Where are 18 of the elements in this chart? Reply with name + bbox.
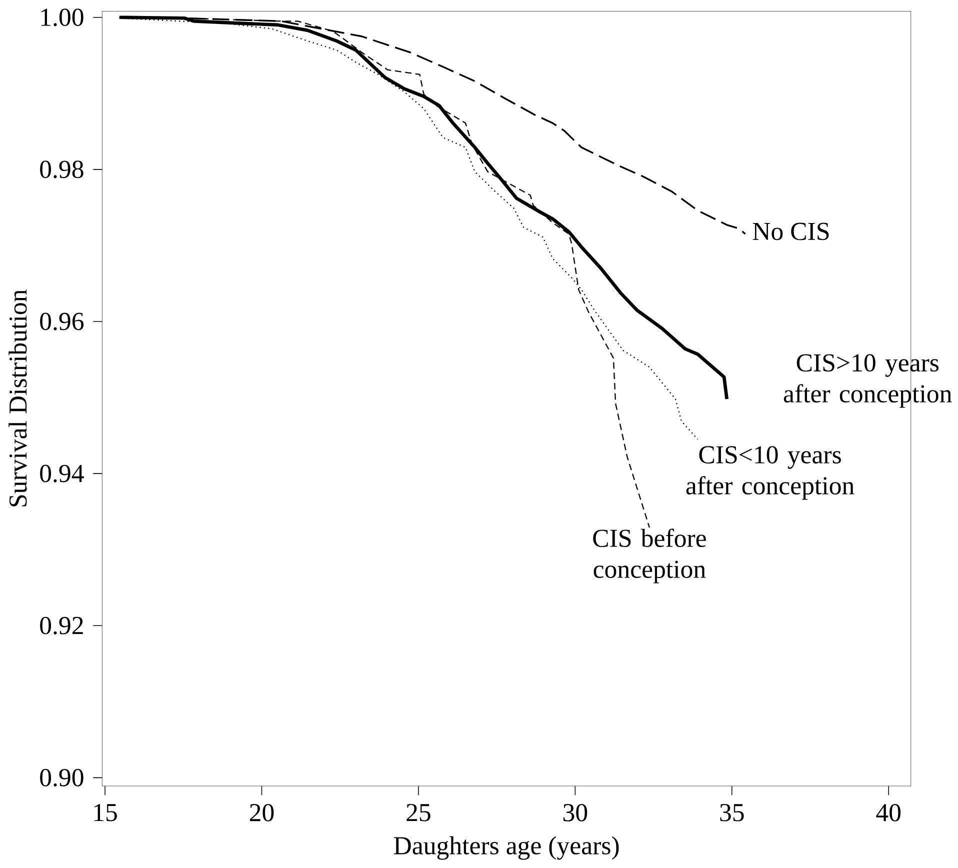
x-tick-label: 25 — [406, 804, 430, 822]
y-axis-title: Survival Distribution — [8, 289, 27, 506]
x-tick-label: 20 — [250, 804, 274, 822]
x-tick-label: 35 — [720, 804, 744, 822]
series-label: CIS<10 years after conception — [686, 446, 854, 500]
text: CIS>10 years after conception — [784, 354, 952, 408]
x-axis-title: Daughters age (years) — [394, 836, 619, 860]
y-tick-label: 0.96 — [40, 312, 84, 330]
x-tick-label: 40 — [876, 804, 901, 822]
y-tick-label: 0.98 — [40, 160, 84, 178]
y-tick-label: 0.94 — [40, 464, 84, 482]
y-tick-label: 0.90 — [40, 768, 84, 786]
series-label: No CIS — [752, 222, 829, 240]
series-label: CIS before conception — [593, 528, 706, 584]
x-tick-label: 30 — [563, 804, 588, 822]
y-tick-label: 0.92 — [40, 616, 83, 634]
y-tick-label: 1.00 — [41, 8, 84, 26]
x-tick-label: 15 — [94, 804, 117, 822]
